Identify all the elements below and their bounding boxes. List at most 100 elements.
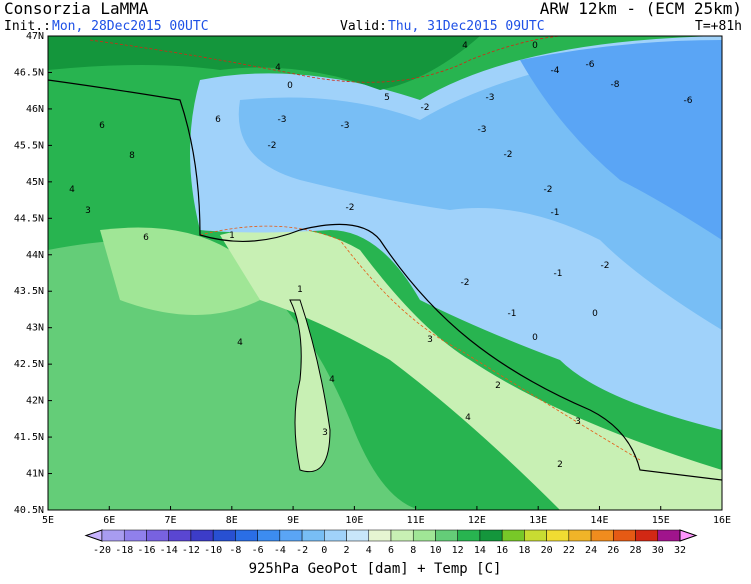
colorbar-label: -16: [137, 545, 155, 556]
contour-label: 2: [557, 460, 563, 470]
lat-label: 47N: [26, 31, 44, 42]
contour-label: 4: [237, 338, 243, 348]
lon-label: 5E: [42, 515, 54, 526]
contour-label: 0: [532, 41, 538, 51]
contour-label: -3: [478, 125, 487, 135]
colorbar-label: -18: [115, 545, 133, 556]
colorbar-label: 8: [410, 545, 416, 556]
lon-label: 6E: [103, 515, 115, 526]
colorbar-box: [257, 529, 281, 542]
colorbar-label: -2: [296, 545, 308, 556]
coastline: [48, 79, 722, 481]
colorbar-box: [146, 529, 169, 542]
contour-label: -3: [341, 121, 350, 131]
colorbar-box: [123, 529, 147, 542]
contour-label: -2: [601, 261, 610, 271]
lat-label: 41N: [26, 469, 44, 480]
colorbar-box: [301, 529, 325, 542]
lon-label: 16E: [713, 515, 731, 526]
lon-label: 13E: [529, 515, 547, 526]
colorbar-label: 18: [518, 545, 530, 556]
contour-label: -1: [554, 269, 563, 279]
colorbar-label: -12: [182, 545, 200, 556]
lat-label: 45N: [26, 177, 44, 188]
contour-label: 1: [297, 285, 303, 295]
colorbar-label: 6: [388, 545, 394, 556]
contour-label: 3: [85, 206, 91, 216]
colorbar-box: [635, 529, 659, 542]
colorbar-label: 20: [541, 545, 553, 556]
field-warm: [100, 227, 260, 315]
title: Consorzia LaMMA: [4, 0, 149, 18]
contour-label: 4: [329, 375, 335, 385]
colorbar-box: [590, 529, 614, 542]
contour-label: 8: [129, 151, 135, 161]
colorbar-label: 30: [652, 545, 664, 556]
contour-label: 1: [229, 231, 235, 241]
colorbar-box: [546, 529, 570, 542]
colorbar-box: [168, 529, 192, 542]
contour-label: 3: [575, 417, 581, 427]
contour: [199, 225, 641, 461]
lat-label: 46N: [26, 104, 44, 115]
colorbar-label: 24: [585, 545, 597, 556]
contour: [89, 36, 561, 83]
contour-label: 4: [275, 63, 281, 73]
field-mild: [220, 227, 722, 510]
colorbar-box: [101, 529, 125, 542]
contour-label: 0: [287, 81, 293, 91]
colorbar-label: -4: [274, 545, 286, 556]
contour-label: 4: [465, 413, 471, 423]
init-label: Init.:: [4, 19, 51, 34]
colorbar-label: -10: [204, 545, 222, 556]
lat-label: 43N: [26, 323, 44, 334]
colorbar-box: [390, 529, 414, 542]
colorbar-box: [412, 529, 436, 542]
lat-label: 42.5N: [14, 359, 44, 370]
valid-time: Thu, 31Dec2015 09UTC: [388, 19, 545, 34]
colorbar-label: 10: [429, 545, 441, 556]
colorbar-box: [279, 529, 303, 542]
colorbar-box: [568, 529, 592, 542]
lead-time: T=+81h: [695, 19, 742, 34]
colorbar-under: [84, 529, 103, 542]
colorbar-label: 26: [607, 545, 619, 556]
contour-label: -3: [278, 115, 287, 125]
lon-label: 14E: [590, 515, 608, 526]
lon-label: 11E: [407, 515, 425, 526]
colorbar-box: [368, 529, 392, 542]
colorbar-label: 22: [563, 545, 575, 556]
lon-label: 7E: [165, 515, 177, 526]
colorbar-label: 4: [366, 545, 372, 556]
lat-label: 44N: [26, 250, 44, 261]
contour-label: 0: [532, 333, 538, 343]
contour-label: -2: [461, 278, 470, 288]
contour-label: 6: [99, 121, 105, 131]
init-time: Mon, 28Dec2015 00UTC: [52, 19, 209, 34]
field-coldest: [520, 40, 722, 240]
map: [48, 36, 722, 510]
lat-label: 43.5N: [14, 286, 44, 297]
colorbar-label: 28: [630, 545, 642, 556]
contour-label: -1: [551, 208, 560, 218]
colorbar-box: [346, 529, 370, 542]
lon-label: 9E: [287, 515, 299, 526]
colorbar-label: -6: [252, 545, 264, 556]
colorbar-box: [190, 529, 214, 542]
contour-label: 5: [384, 93, 390, 103]
contour-label: -6: [684, 96, 693, 106]
colorbar-label: 14: [474, 545, 486, 556]
lat-label: 42N: [26, 396, 44, 407]
valid-label: Valid:: [340, 19, 387, 34]
colorbar-label: 2: [344, 545, 350, 556]
colorbar-box: [479, 529, 503, 542]
contour-label: -4: [551, 66, 560, 76]
colorbar-box: [435, 529, 458, 542]
contour-label: 3: [322, 428, 328, 438]
footer: 925hPa GeoPot [dam] + Temp [C]: [249, 561, 502, 577]
colorbar-label: 32: [674, 545, 686, 556]
lat-label: 41.5N: [14, 432, 44, 443]
colorbar-box: [613, 529, 636, 542]
contour-label: -2: [346, 203, 355, 213]
